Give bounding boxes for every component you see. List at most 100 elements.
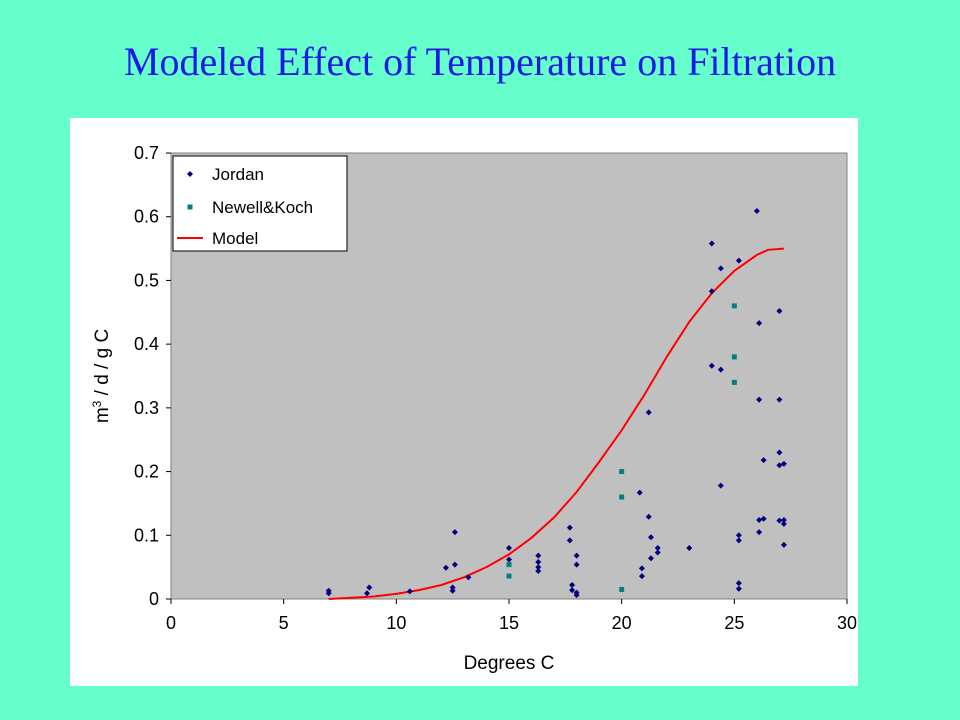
data-point-newell-koch [619,494,625,500]
data-point-jordan [780,516,787,523]
legend-marker-jordan [187,171,193,177]
data-point-jordan [708,240,715,247]
data-point-jordan [760,515,767,522]
x-tick-label: 20 [612,613,632,633]
data-point-jordan [451,561,458,568]
data-point-jordan [776,462,783,469]
data-point-jordan [569,581,576,588]
data-point-jordan [636,489,643,496]
legend-marker-newell-koch [187,204,193,210]
series-layer [325,207,787,600]
y-tick-label: 0.2 [134,462,159,482]
data-point-jordan [449,587,456,594]
y-axis-title-base: m [92,407,113,423]
data-point-jordan [442,564,449,571]
data-point-jordan [406,588,413,595]
data-point-jordan [638,573,645,580]
data-point-jordan [756,516,763,523]
y-tick-label: 0.3 [134,398,159,418]
data-point-jordan [573,592,580,599]
x-tick-label: 25 [724,613,744,633]
data-point-jordan [735,257,742,264]
data-point-jordan [780,541,787,548]
data-point-newell-koch [619,586,625,592]
data-point-jordan [325,587,332,594]
data-point-jordan [566,524,573,531]
data-point-jordan [535,564,542,571]
data-point-newell-koch [506,573,512,579]
data-point-jordan [735,537,742,544]
legend-label-model: Model [212,229,258,248]
legend-label-jordan: Jordan [212,165,264,184]
data-point-jordan [686,545,693,552]
y-tick-label: 0.7 [134,143,159,163]
legend-label-newell-koch: Newell&Koch [212,198,313,217]
y-tick-label: 0.1 [134,525,159,545]
data-point-jordan [449,584,456,591]
legend-box [172,155,348,252]
x-tick-label: 30 [837,613,857,633]
x-tick-label: 10 [386,613,406,633]
data-point-jordan [776,449,783,456]
data-point-jordan [647,555,654,562]
data-point-jordan [573,552,580,559]
data-point-newell-koch [731,379,737,385]
data-point-jordan [735,532,742,539]
data-point-jordan [780,460,787,467]
data-point-jordan [760,457,767,464]
data-point-jordan [708,362,715,369]
y-axis-title: m3 / d / g C [90,329,113,423]
slide-title: Modeled Effect of Temperature on Filtrat… [123,39,837,84]
data-point-jordan [735,580,742,587]
data-point-jordan [366,584,373,591]
legend: Jordan Newell&Koch Model [172,155,348,252]
data-point-jordan [776,308,783,315]
x-tick-label: 0 [166,613,176,633]
data-point-jordan [756,320,763,327]
data-point-jordan [756,529,763,536]
y-axis-title-rest: / d / g C [92,329,113,401]
data-point-newell-koch [731,354,737,360]
data-point-jordan [506,545,512,552]
data-point-jordan [776,517,783,524]
chart-area: 0 0.1 0.2 0.3 0.4 0.5 0.6 0.7 0 5 10 15 20 25 30 Degr… [70,118,858,686]
x-axis-title: Degrees C [464,653,555,674]
data-point-newell-koch [731,303,737,309]
data-point-jordan [451,529,458,536]
x-axis: 0 5 10 15 20 25 30 [166,599,857,633]
data-point-jordan [573,561,580,568]
y-tick-label: 0.5 [134,270,159,290]
data-point-jordan [776,396,783,403]
data-point-jordan [465,574,472,581]
x-tick-label: 5 [279,613,289,633]
data-point-newell-koch [506,562,512,568]
data-point-jordan [756,396,763,403]
data-point-jordan [569,587,576,594]
y-tick-label: 0.6 [134,207,159,227]
y-tick-label: 0 [149,589,159,609]
data-point-jordan [506,556,512,563]
data-point-jordan [780,520,787,527]
y-tick-label: 0.4 [134,334,159,354]
data-point-jordan [717,265,724,272]
data-point-jordan [645,513,652,520]
data-point-jordan [753,207,760,214]
data-point-jordan [638,565,645,572]
data-point-jordan [647,534,654,541]
data-point-jordan [654,549,661,556]
data-point-jordan [717,482,724,489]
data-point-jordan [654,545,661,552]
data-point-jordan [535,559,542,566]
data-point-jordan [364,590,371,597]
y-axis-title-sup: 3 [90,400,104,407]
data-point-jordan [645,409,652,416]
y-axis: 0 0.1 0.2 0.3 0.4 0.5 0.6 0.7 [134,143,171,609]
data-point-jordan [708,288,715,295]
data-point-jordan [566,537,573,544]
data-point-jordan [535,552,542,559]
data-point-jordan [717,366,724,373]
scatter-chart: 0 0.1 0.2 0.3 0.4 0.5 0.6 0.7 0 5 10 15 20 25 30 Degr… [90,143,857,674]
data-point-jordan [735,585,742,592]
data-point-newell-koch [619,469,625,475]
x-tick-label: 15 [499,613,519,633]
